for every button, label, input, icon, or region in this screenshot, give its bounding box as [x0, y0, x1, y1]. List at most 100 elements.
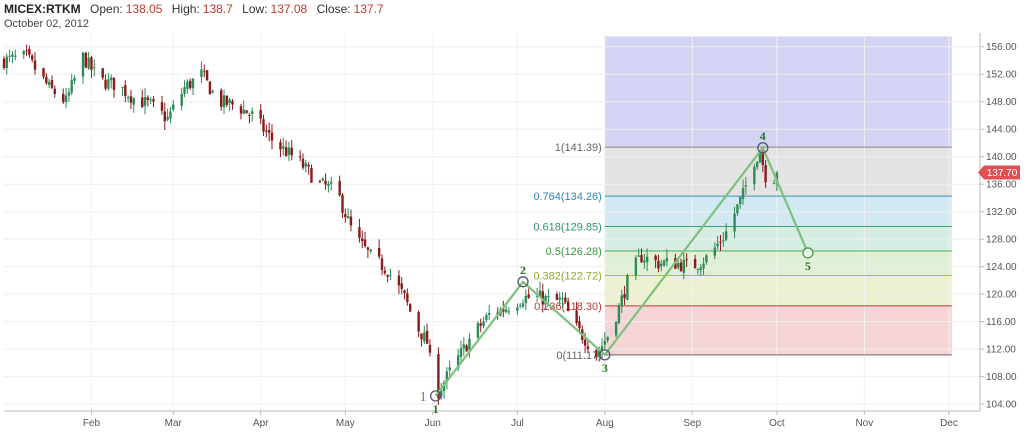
- last-price-badge: 137.70: [978, 165, 1020, 180]
- candle-body: [524, 295, 528, 304]
- x-tick-label: Dec: [940, 418, 958, 429]
- candle-body: [31, 55, 34, 60]
- candle-body: [2, 58, 6, 69]
- candle-body: [772, 183, 776, 185]
- x-tick-label: May: [336, 418, 355, 429]
- candle-body: [361, 238, 364, 242]
- candle-body: [290, 147, 293, 156]
- candle-body: [406, 293, 409, 303]
- candle-body: [719, 241, 722, 243]
- candle-body: [338, 180, 341, 196]
- candle-body: [166, 116, 169, 120]
- candle-body: [307, 164, 310, 167]
- candle-body: [259, 110, 262, 119]
- candle-body: [702, 263, 705, 269]
- candle-body: [662, 260, 666, 266]
- pattern-start-label: 1: [420, 390, 427, 405]
- candle-body: [397, 275, 401, 286]
- y-tick-label: 104.00: [986, 400, 1017, 411]
- candle-body: [358, 227, 361, 239]
- candle-body: [109, 77, 113, 81]
- candle-body: [318, 181, 322, 183]
- candle-body: [634, 257, 638, 276]
- candle-body: [614, 321, 618, 336]
- fib-level-label: 0.618(129.85): [533, 221, 602, 233]
- candle-body: [699, 267, 702, 271]
- candle-body: [595, 349, 598, 358]
- candle-body: [417, 312, 420, 332]
- x-tick-label: Aug: [596, 418, 614, 429]
- pattern-point: [802, 247, 814, 259]
- y-tick-label: 108.00: [986, 372, 1017, 383]
- candle-body: [660, 263, 663, 267]
- close-value: 137.7: [353, 2, 384, 16]
- candle-body: [544, 295, 547, 305]
- candle-body: [459, 348, 463, 357]
- candle-body: [211, 90, 214, 93]
- candle-body: [479, 323, 482, 326]
- candle-body: [324, 180, 327, 185]
- candle-body: [400, 283, 403, 289]
- candle-body: [437, 354, 440, 399]
- candle-body: [267, 130, 271, 133]
- candle-body: [282, 146, 285, 149]
- open-label: Open:: [90, 2, 123, 16]
- candle-body: [228, 99, 231, 104]
- candle-body: [239, 106, 243, 114]
- x-tick-label: Feb: [83, 418, 101, 429]
- candle-body: [160, 102, 164, 111]
- y-tick-label: 124.00: [986, 262, 1017, 273]
- candle-body: [47, 81, 51, 86]
- chart-date: October 02, 2012: [4, 18, 90, 30]
- y-tick-label: 140.00: [986, 152, 1017, 163]
- candle-body: [603, 340, 607, 345]
- high-label: High:: [171, 2, 200, 16]
- candle-body: [685, 259, 688, 261]
- last-price-badge-shape: [978, 165, 1020, 180]
- candle-body: [620, 295, 623, 307]
- candle-body: [107, 79, 110, 89]
- candle-body: [755, 161, 759, 168]
- candle-body: [152, 99, 155, 102]
- candle-body: [380, 258, 384, 271]
- candle-body: [84, 52, 88, 68]
- candle-body: [81, 52, 85, 77]
- candle-body: [11, 54, 14, 57]
- candle-body: [53, 88, 56, 94]
- candle-body: [389, 275, 392, 277]
- candle-body: [366, 247, 370, 250]
- candle-body: [22, 51, 25, 55]
- candle-body: [169, 111, 172, 119]
- candle-body: [93, 67, 96, 69]
- candle-body: [279, 142, 282, 150]
- candle-body: [521, 303, 525, 307]
- fib-zone: [604, 251, 952, 276]
- x-tick-label: Apr: [253, 418, 269, 429]
- ohlc-line: MICEX:RTKM Open: 138.05 High: 138.7 Low: 13…: [4, 2, 384, 17]
- candle-body: [575, 310, 578, 324]
- candle-body: [448, 367, 451, 371]
- candle-body: [149, 99, 152, 101]
- candle-body: [112, 77, 116, 90]
- fib-level-label: 0.382(122.72): [533, 270, 602, 282]
- pattern-point-label: 4: [760, 129, 766, 143]
- candle-body: [25, 50, 28, 52]
- candle-body: [696, 268, 700, 271]
- candle-body: [440, 390, 443, 397]
- candle-body: [643, 260, 646, 263]
- candle-body: [28, 48, 31, 55]
- candle-body: [623, 294, 626, 299]
- candle-body: [45, 76, 48, 84]
- candle-body: [617, 305, 621, 324]
- candle-body: [657, 260, 660, 269]
- pattern-line: [434, 146, 809, 397]
- candle-body: [758, 153, 762, 163]
- candle-body: [764, 165, 767, 183]
- candle-body: [220, 90, 223, 107]
- fib-zone: [604, 275, 952, 306]
- candle-body: [143, 97, 147, 106]
- candle-body: [14, 55, 17, 57]
- y-tick-label: 128.00: [986, 235, 1017, 246]
- candle-body: [741, 188, 745, 199]
